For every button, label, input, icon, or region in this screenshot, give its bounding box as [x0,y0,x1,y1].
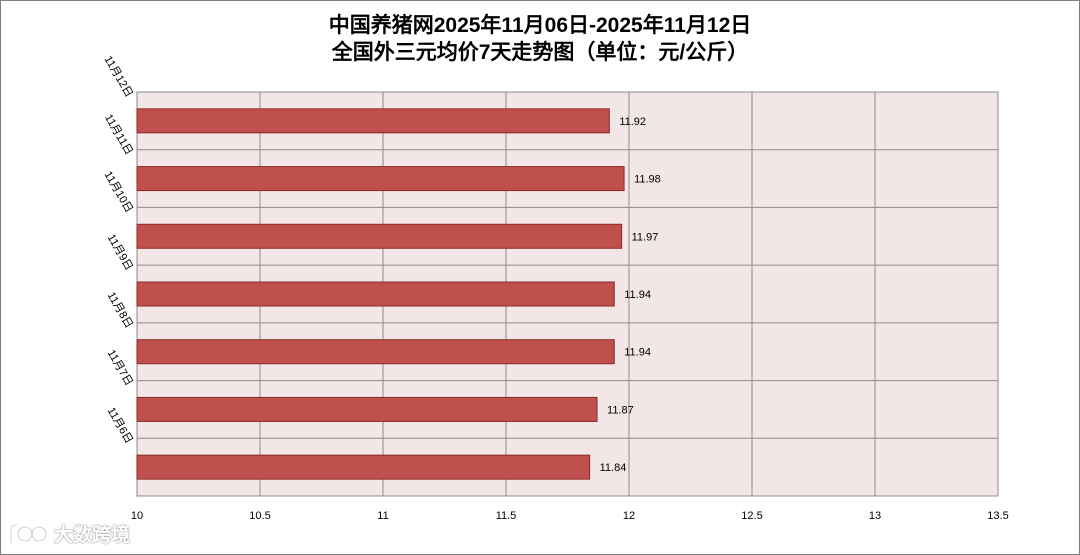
bar [136,223,623,249]
chart-title: 中国养猪网2025年11月06日-2025年11月12日 [328,14,752,37]
data-label: 11.94 [624,347,651,359]
x-tick-label: 13 [869,510,881,522]
logo-icon [9,523,48,543]
data-label: 11.97 [632,231,659,243]
x-tick-label: 12 [623,510,635,522]
data-label: 11.87 [607,404,634,416]
bar [136,166,625,192]
category-label: 11月11日 [102,112,135,157]
x-tick-label: 13.5 [987,510,1008,522]
category-label: 11月10日 [102,169,135,215]
data-label: 11.94 [624,289,651,301]
data-label: 11.98 [634,174,661,186]
data-label: 11.84 [600,462,627,474]
watermark-text: 大数跨境 [54,525,131,546]
category-label: 11月9日 [105,232,135,272]
data-label: 11.92 [619,116,646,128]
bar [136,281,615,307]
bar [136,108,610,134]
x-tick-label: 12.5 [741,510,762,522]
watermark: 大数跨境 [8,520,130,547]
x-tick-label: 10.5 [249,510,270,522]
chart-subtitle: 全国外三元均价7天走势图（单位：元/公斤） [331,41,749,64]
chart-title-block: 中国养猪网2025年11月06日-2025年11月12日 全国外三元均价7天走势… [0,12,1080,66]
category-label: 11月8日 [105,290,135,330]
category-label: 11月12日 [102,54,135,100]
bar [136,339,615,365]
x-tick-label: 11 [377,510,388,522]
x-tick-label: 10 [131,510,143,522]
category-label: 11月6日 [105,406,135,446]
bar [136,454,591,480]
x-tick-label: 11.5 [496,510,517,522]
category-label: 11月7日 [105,348,135,388]
bar [136,396,598,422]
